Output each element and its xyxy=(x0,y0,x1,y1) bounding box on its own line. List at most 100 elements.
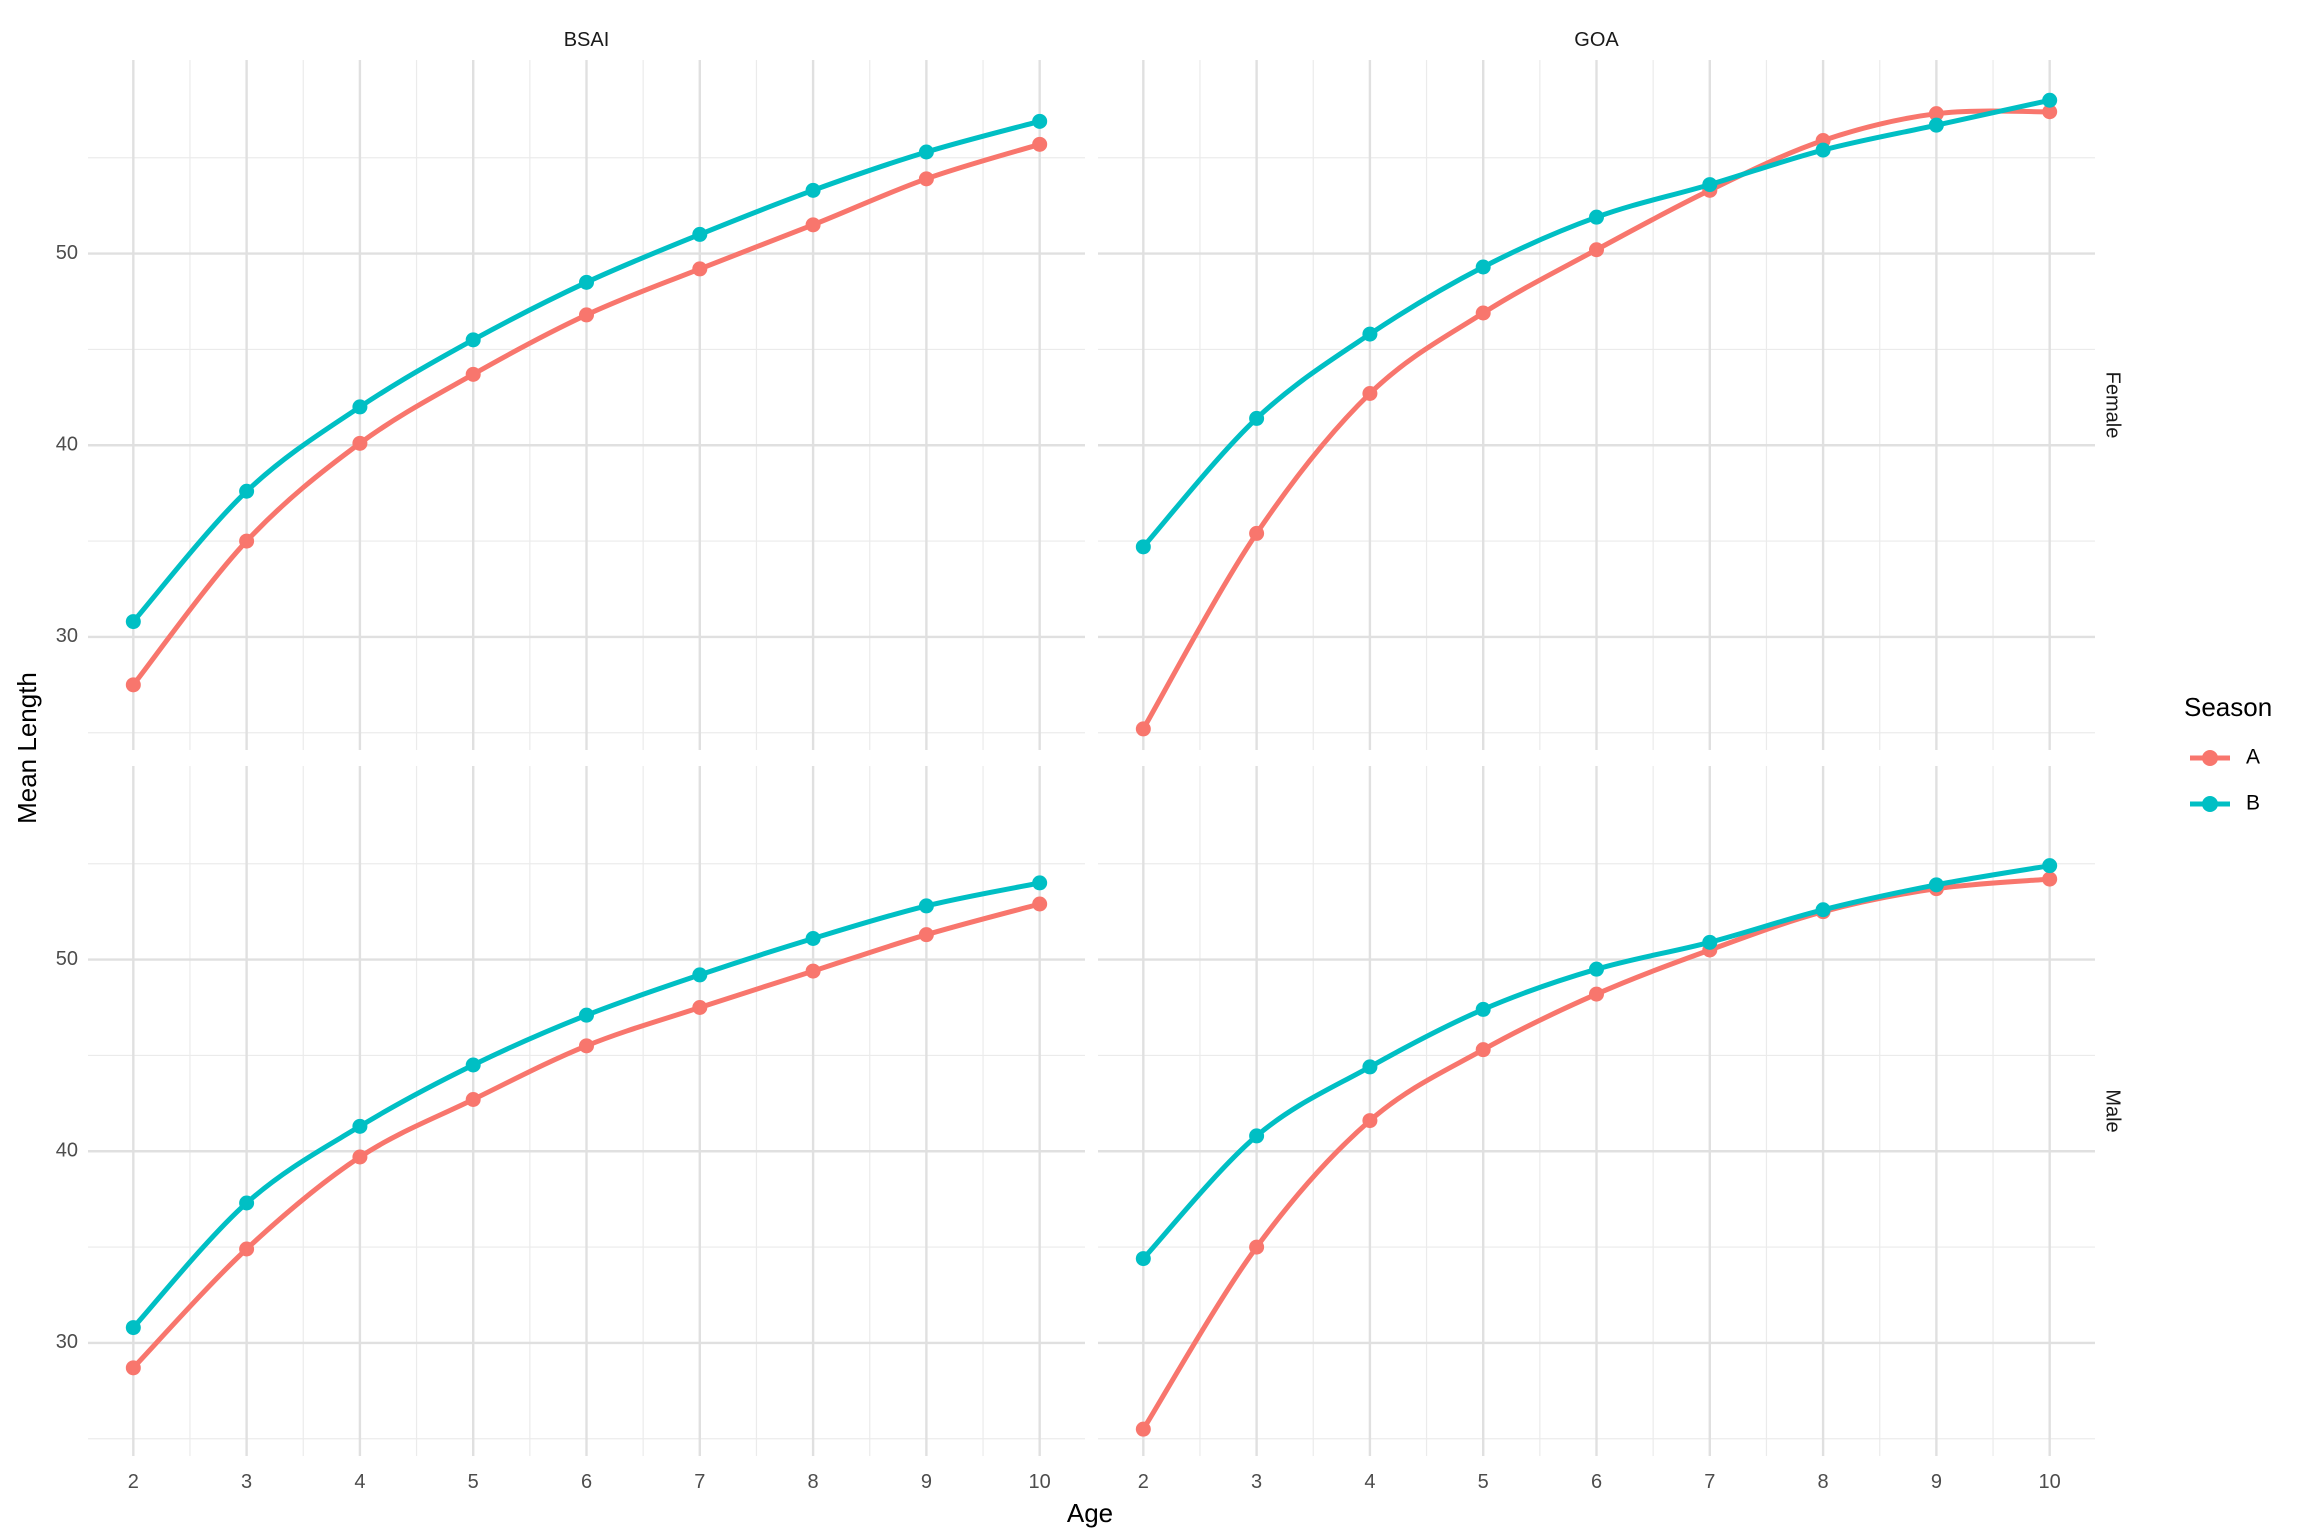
data-point-a xyxy=(465,366,481,382)
data-point-a xyxy=(352,435,368,451)
data-point-b xyxy=(1928,877,1944,893)
data-point-a xyxy=(2042,871,2058,887)
data-point-a xyxy=(239,1241,255,1257)
data-point-b xyxy=(465,1057,481,1073)
x-tick-label: 6 xyxy=(581,1471,592,1493)
x-tick-label: 10 xyxy=(1029,1471,1051,1493)
data-point-a xyxy=(692,261,708,277)
data-point-b xyxy=(1589,961,1604,977)
data-point-a xyxy=(352,1149,368,1165)
data-point-a xyxy=(465,1092,481,1107)
data-point-b xyxy=(1362,1059,1378,1075)
data-point-b xyxy=(805,182,821,198)
data-point-b xyxy=(692,967,708,983)
panel-bsai-female: 30 40 50 xyxy=(56,60,1085,750)
strip-label-female: Female xyxy=(2102,372,2124,439)
x-tick-label: 5 xyxy=(468,1471,479,1493)
data-point-b xyxy=(125,614,141,630)
data-point-a xyxy=(1032,896,1048,912)
x-tick-label: 2 xyxy=(1138,1471,1149,1493)
x-tick-label: 4 xyxy=(354,1471,365,1493)
legend-item-a: A xyxy=(2190,746,2260,769)
data-point-b xyxy=(805,931,821,946)
panel-bsai-male: 30 40 50 2 3 4 5 6 7 8 9 10 xyxy=(56,766,1085,1493)
data-point-b xyxy=(1032,875,1048,891)
data-point-a xyxy=(239,533,255,549)
x-tick-label: 6 xyxy=(1591,1471,1602,1493)
y-tick-label: 50 xyxy=(56,242,78,264)
data-point-a xyxy=(918,927,934,943)
data-point-b xyxy=(1362,326,1378,342)
series-line-b xyxy=(130,880,1043,1331)
x-axis-title: Age xyxy=(1067,1498,1113,1528)
data-point-a xyxy=(1032,136,1048,152)
data-point-a xyxy=(692,1000,708,1015)
data-point-b xyxy=(1475,259,1491,275)
data-point-b xyxy=(1815,142,1831,158)
legend-label: B xyxy=(2246,792,2260,815)
strip-label-goa: GOA xyxy=(1574,29,1619,51)
data-point-b xyxy=(465,332,481,348)
data-point-b xyxy=(1815,902,1831,918)
x-tick-label: 7 xyxy=(694,1471,705,1493)
data-point-b xyxy=(1135,539,1151,555)
x-tick-label: 10 xyxy=(2039,1471,2061,1493)
y-tick-label: 50 xyxy=(56,948,78,970)
legend-items: AB xyxy=(2190,746,2260,815)
data-point-a xyxy=(579,307,594,323)
data-point-a xyxy=(1135,721,1151,737)
legend-title: Season xyxy=(2184,692,2272,722)
panel-goa-male: 2 3 4 5 6 7 8 9 10 xyxy=(1098,766,2095,1493)
data-point-b xyxy=(239,1195,255,1211)
data-point-b xyxy=(352,399,368,415)
data-point-a xyxy=(1135,1421,1151,1437)
data-point-a xyxy=(1362,1113,1378,1129)
legend-key-point xyxy=(2202,796,2218,812)
data-point-a xyxy=(1249,525,1265,541)
x-tick-label: 9 xyxy=(921,1471,932,1493)
data-point-b xyxy=(1702,177,1718,193)
data-point-a xyxy=(1475,305,1491,321)
data-point-b xyxy=(2042,858,2058,874)
x-tick-label: 4 xyxy=(1364,1471,1375,1493)
data-point-b xyxy=(918,144,934,160)
series-line-a xyxy=(130,141,1043,688)
data-point-b xyxy=(579,1007,594,1023)
x-tick-label: 7 xyxy=(1704,1471,1715,1493)
data-point-b xyxy=(918,898,934,914)
y-axis-title: Mean Length xyxy=(12,672,42,824)
series-line-b xyxy=(1140,97,2053,550)
series-line-a xyxy=(130,901,1043,1371)
data-point-b xyxy=(579,274,594,290)
legend-label: A xyxy=(2246,746,2260,769)
data-point-a xyxy=(125,677,141,693)
x-tick-label: 3 xyxy=(1251,1471,1262,1493)
data-point-b xyxy=(352,1118,368,1134)
data-point-a xyxy=(1589,242,1604,258)
x-tick-label: 5 xyxy=(1478,1471,1489,1493)
data-point-b xyxy=(692,226,708,242)
strip-label-male: Male xyxy=(2102,1089,2124,1132)
data-point-a xyxy=(1475,1042,1491,1058)
strip-label-bsai: BSAI xyxy=(564,29,610,51)
data-point-b xyxy=(1032,113,1048,129)
data-point-b xyxy=(239,483,255,499)
series-line-b xyxy=(1140,863,2053,1262)
data-point-b xyxy=(1702,934,1718,950)
legend-key-point xyxy=(2202,750,2218,766)
x-tick-label: 2 xyxy=(128,1471,139,1493)
data-point-b xyxy=(1928,117,1944,133)
data-point-b xyxy=(2042,92,2058,108)
y-tick-label: 30 xyxy=(56,1331,78,1353)
x-tick-label: 8 xyxy=(1818,1471,1829,1493)
strip-labels: BSAI GOA Female Male xyxy=(564,29,2124,1133)
data-point-a xyxy=(805,217,821,233)
data-point-a xyxy=(918,171,934,187)
data-point-b xyxy=(1589,209,1604,225)
panels-layer: 30 40 50 30 40 50 2 3 4 5 6 7 8 9 10 2 3 4 5 6 7 8 9 10 xyxy=(56,60,2095,1493)
panel-goa-female xyxy=(1098,60,2095,750)
data-point-a xyxy=(1362,386,1378,401)
data-point-a xyxy=(1249,1239,1265,1255)
data-point-a xyxy=(1928,106,1944,122)
